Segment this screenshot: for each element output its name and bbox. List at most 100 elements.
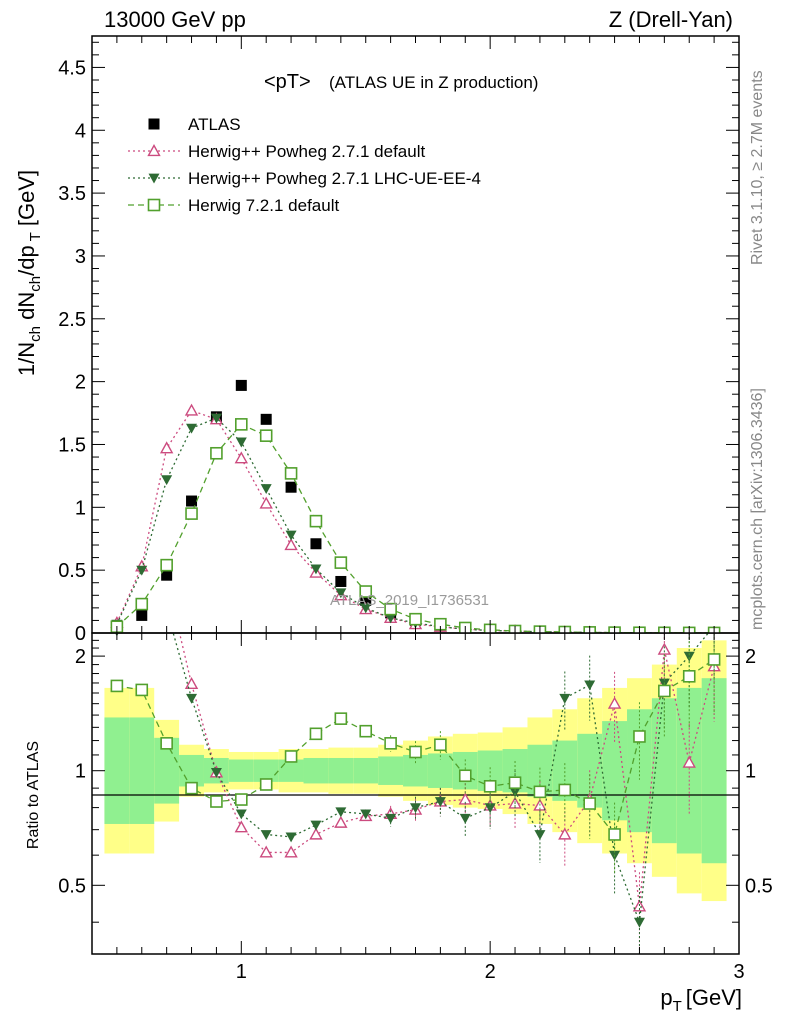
- ratio-point-herwig-powheg-2-7-1-lhc-ue-ee-4: [285, 832, 297, 843]
- point-herwig-7-2-1-default: [384, 602, 397, 616]
- data-band-green: [104, 717, 130, 824]
- main-y-axis: 0 0.5 1 1.5 2 2.5 3 3.5 4 4.5: [58, 41, 739, 645]
- ratio-point-herwig-powheg-2-7-1-lhc-ue-ee-4: [434, 797, 446, 808]
- ratio-point-herwig-7-2-1-default: [483, 779, 497, 793]
- ratio-point-herwig-powheg-2-7-1-lhc-ue-ee-4: [385, 813, 397, 824]
- ratio-point-herwig-7-2-1-default: [458, 769, 472, 783]
- point-herwig-7-2-1-default: [359, 585, 373, 598]
- ratio-point-herwig-7-2-1-default: [508, 776, 522, 790]
- point-herwig-7-2-1-default: [235, 418, 248, 431]
- point-herwig-powheg-2-7-1-lhc-ue-ee-4: [335, 588, 347, 599]
- point-herwig-7-2-1-default: [185, 507, 198, 520]
- ratio-y-tick-label-right: 2: [745, 646, 756, 668]
- ratio-panel: 0.5 0.5 1 1 2 2 1 2 3 Ratio to ATLAS pT [GeV]: [25, 36, 773, 1015]
- legend: ATLAS Herwig++ Powheg 2.7.1 default Herwig…: [128, 115, 481, 215]
- point-herwig-powheg-2-7-1-default: [234, 451, 248, 464]
- ratio-point-herwig-7-2-1-default: [707, 653, 721, 666]
- ratio-point-herwig-powheg-2-7-1-lhc-ue-ee-4: [410, 803, 421, 814]
- ratio-point-herwig-7-2-1-default: [210, 795, 223, 808]
- ratio-point-herwig-7-2-1-default: [235, 793, 248, 806]
- point-herwig-powheg-2-7-1-default: [259, 496, 273, 509]
- ratio-point-herwig-7-2-1-default: [658, 684, 671, 698]
- point-herwig-powheg-2-7-1-lhc-ue-ee-4: [310, 564, 322, 575]
- ratio-y-tick-label: 0.5: [58, 875, 86, 897]
- ratio-point-herwig-powheg-2-7-1-default: [657, 642, 672, 655]
- main-y-tick-label: 1.5: [58, 434, 86, 456]
- point-herwig-7-2-1-default: [160, 558, 173, 572]
- ratio-point-herwig-powheg-2-7-1-lhc-ue-ee-4: [584, 680, 596, 691]
- ratio-point-herwig-7-2-1-default: [160, 737, 173, 750]
- rivet-label: Rivet 3.1.10, ≥ 2.7M events: [749, 70, 766, 265]
- ratio-point-herwig-7-2-1-default: [359, 724, 373, 738]
- main-y-tick-label: 0: [75, 623, 86, 645]
- ratio-point-herwig-powheg-2-7-1-default: [234, 820, 248, 833]
- main-y-tick-label: 3: [75, 246, 86, 268]
- main-y-label-text: 1/Nch dNch/dp T [GeV]: [14, 170, 44, 376]
- ratio-point-herwig-7-2-1-default: [135, 683, 149, 697]
- ratio-point-herwig-7-2-1-default: [110, 679, 124, 693]
- ratio-point-herwig-7-2-1-default: [434, 738, 447, 752]
- ratio-point-herwig-powheg-2-7-1-default: [458, 792, 472, 805]
- ratio-point-herwig-7-2-1-default: [334, 712, 348, 725]
- point-atlas: [235, 379, 247, 391]
- ratio-y-tick-label: 1: [75, 761, 86, 783]
- x-tick-label: 2: [485, 961, 496, 983]
- chart-subtitle: (ATLAS UE in Z production): [329, 73, 538, 92]
- ratio-plot-area: [110, 633, 721, 954]
- point-atlas: [161, 569, 173, 581]
- point-atlas: [260, 413, 272, 425]
- legend-marker-atlas: [148, 118, 160, 130]
- data-band-green: [303, 757, 329, 784]
- ratio-point-herwig-7-2-1-default: [409, 745, 422, 759]
- point-herwig-powheg-2-7-1-lhc-ue-ee-4: [186, 423, 198, 434]
- main-y-tick-label: 3.5: [58, 183, 86, 205]
- point-herwig-7-2-1-default: [309, 514, 323, 528]
- ratio-y-tick-label-right: 0.5: [745, 875, 773, 897]
- point-herwig-7-2-1-default: [284, 467, 298, 480]
- ratio-point-herwig-powheg-2-7-1-lhc-ue-ee-4: [186, 693, 198, 704]
- ratio-point-herwig-powheg-2-7-1-default: [184, 677, 199, 690]
- chart-title: <pT>: [264, 71, 311, 93]
- point-herwig-powheg-2-7-1-lhc-ue-ee-4: [136, 565, 148, 576]
- header-left: 13000 GeV pp: [104, 7, 246, 32]
- ratio-point-herwig-7-2-1-default: [633, 730, 646, 743]
- data-band-green: [353, 757, 379, 784]
- data-band-green: [129, 717, 155, 824]
- legend-marker-herwig-powheg-2-7-1-lhc-ue-ee-4: [148, 173, 160, 184]
- point-herwig-powheg-2-7-1-default: [184, 403, 199, 416]
- ratio-y-tick-label-right: 1: [745, 761, 756, 783]
- point-atlas: [335, 575, 347, 587]
- data-band-green: [253, 759, 279, 782]
- mcplots-label: mcplots.cern.ch [arXiv:1306.3436]: [749, 388, 766, 630]
- ratio-bands: [104, 640, 727, 902]
- legend-marker-herwig-7-2-1-default: [147, 198, 161, 212]
- ratio-point-herwig-7-2-1-default: [384, 737, 397, 750]
- data-band-green: [427, 753, 453, 788]
- legend-label-atlas: ATLAS: [188, 115, 241, 134]
- main-y-tick-label: 1: [75, 497, 86, 519]
- ratio-y-label: Ratio to ATLAS: [25, 741, 42, 849]
- point-herwig-7-2-1-default: [409, 612, 422, 626]
- x-tick-label: 3: [733, 961, 744, 983]
- x-axis-label-unit: [GeV]: [686, 985, 742, 1010]
- point-herwig-powheg-2-7-1-lhc-ue-ee-4: [385, 613, 397, 624]
- x-axis-label: pT [GeV]: [660, 985, 742, 1015]
- point-atlas: [310, 538, 322, 550]
- main-y-tick-label: 4: [75, 120, 86, 142]
- ratio-point-herwig-powheg-2-7-1-default: [284, 845, 298, 858]
- data-band-green: [179, 754, 204, 787]
- x-axis-label-p: p: [660, 985, 672, 1010]
- point-herwig-powheg-2-7-1-default: [159, 441, 174, 454]
- main-y-tick-label: 4.5: [58, 57, 86, 79]
- ratio-point-herwig-powheg-2-7-1-default: [558, 827, 572, 840]
- legend-label-herwig-powheg-2-7-1-lhc-ue-ee-4: Herwig++ Powheg 2.7.1 LHC-UE-EE-4: [188, 169, 481, 188]
- ratio-series-group: [110, 633, 721, 954]
- ratio-point-herwig-7-2-1-default: [608, 828, 621, 841]
- ratio-y-axis: 0.5 0.5 1 1 2 2: [58, 639, 773, 923]
- point-atlas: [186, 495, 198, 507]
- ratio-point-herwig-7-2-1-default: [185, 781, 198, 795]
- point-herwig-powheg-2-7-1-lhc-ue-ee-4: [161, 475, 173, 486]
- ratio-point-herwig-7-2-1-default: [558, 783, 572, 797]
- ratio-point-herwig-powheg-2-7-1-lhc-ue-ee-4: [360, 809, 372, 820]
